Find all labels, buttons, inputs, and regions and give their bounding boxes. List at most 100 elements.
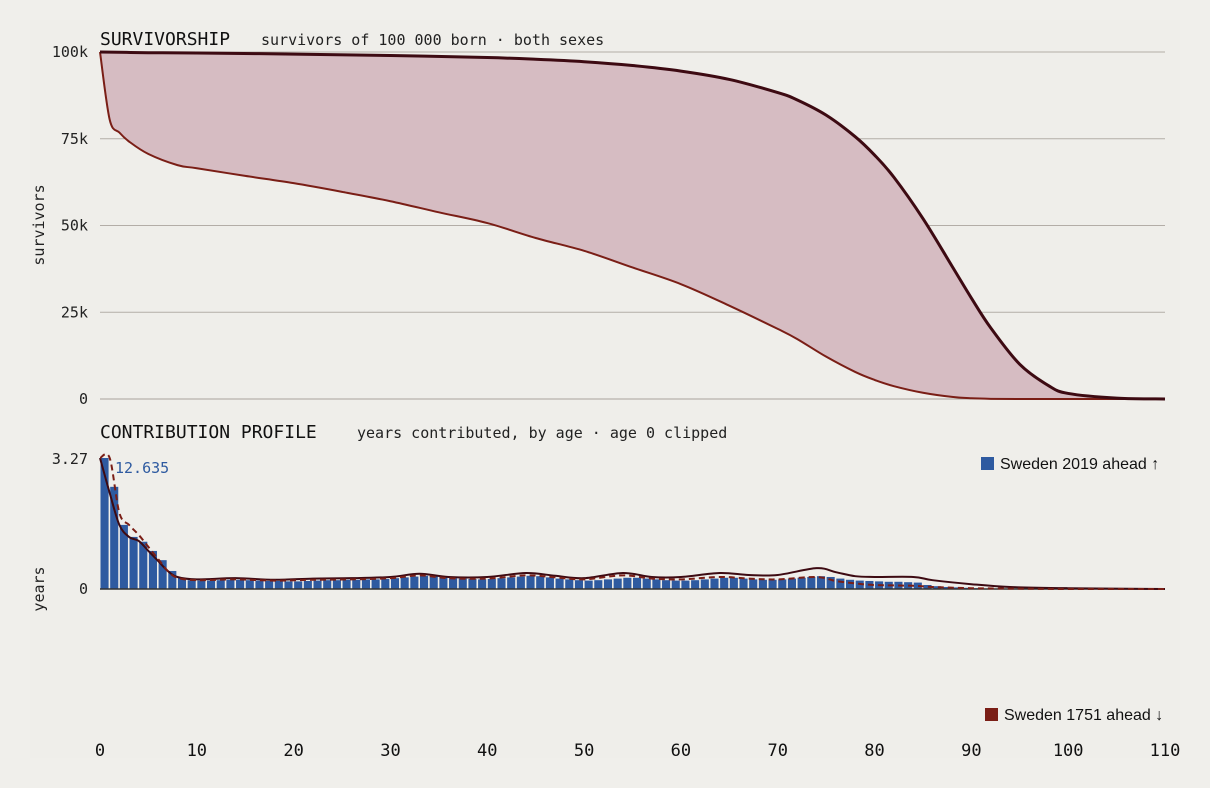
x-tick-label: 60 <box>671 741 691 761</box>
survivorship-subtitle: survivors of 100 000 born · both sexes <box>261 31 604 49</box>
contribution-bar <box>913 582 922 589</box>
contribution-bar <box>274 580 283 589</box>
contribution-bar <box>468 578 477 589</box>
contribution-line-sweden-2019 <box>99 457 1166 590</box>
contribution-bar <box>265 580 274 589</box>
contribution-bar <box>768 579 777 589</box>
contribution-bar <box>168 570 177 589</box>
contribution-bar <box>429 576 438 589</box>
contribution-bar <box>613 578 622 589</box>
x-tick-label: 0 <box>95 741 105 761</box>
contribution-bar <box>187 580 196 589</box>
survivorship-line-sweden-1751 <box>99 51 1165 401</box>
legend-swatch-sweden-2019 <box>981 457 994 470</box>
contribution-bar <box>545 577 554 589</box>
contribution-bar <box>739 578 748 589</box>
contribution-bar <box>526 575 535 589</box>
contribution-bar <box>787 578 796 589</box>
contribution-bar <box>923 584 932 589</box>
survivorship-title: SURVIVORSHIP <box>100 29 230 50</box>
contribution-bar <box>197 580 206 589</box>
contribution-bar <box>352 579 361 589</box>
contribution-bar <box>516 576 525 589</box>
contribution-bar <box>323 580 332 589</box>
survivorship-ytick-label: 0 <box>79 390 88 408</box>
contribution-bar <box>603 579 613 589</box>
contribution-bar <box>294 581 303 589</box>
x-tick-label: 80 <box>864 741 884 761</box>
contribution-bar <box>584 580 593 589</box>
contribution-bar <box>226 579 235 589</box>
contribution-bar <box>933 586 942 589</box>
contribution-bar <box>245 580 254 589</box>
contribution-bar <box>313 580 322 589</box>
contribution-bar <box>303 580 312 589</box>
legend-label-sweden-2019: Sweden 2019 ahead ↑ <box>1000 456 1159 473</box>
contribution-bar <box>236 579 245 589</box>
contribution-bar <box>662 580 671 589</box>
contribution-bar <box>410 576 419 589</box>
contribution-bar <box>623 577 632 589</box>
x-tick-label: 70 <box>767 741 787 761</box>
contribution-ytick-label: 0 <box>79 580 88 598</box>
contribution-bar <box>807 576 816 589</box>
contribution-bar <box>507 577 516 589</box>
contribution-ytick-label: 3.27 <box>52 450 88 468</box>
contribution-ylabel: years <box>30 566 48 611</box>
contribution-bar <box>758 579 767 589</box>
contribution-bar <box>487 578 496 589</box>
contribution-bar <box>207 580 216 589</box>
contribution-bar <box>100 458 109 589</box>
contribution-bar <box>536 576 545 589</box>
contribution-bar <box>439 576 448 589</box>
contribution-bar <box>749 579 758 589</box>
contribution-bar <box>565 579 574 589</box>
legend-label-sweden-1751: Sweden 1751 ahead ↓ <box>1004 707 1163 724</box>
contribution-bar <box>942 586 951 589</box>
contribution-bar <box>216 580 225 589</box>
contribution-bar <box>420 575 429 589</box>
survivorship-ytick-label: 75k <box>61 130 88 148</box>
contribution-bar <box>332 580 341 589</box>
x-tick-label: 90 <box>961 741 981 761</box>
survivorship-ytick-label: 25k <box>61 303 88 321</box>
contribution-bar <box>478 579 487 589</box>
contribution-bar <box>633 577 642 589</box>
contribution-bar <box>458 578 467 589</box>
contribution-bar <box>284 581 293 589</box>
contribution-bar <box>816 576 826 589</box>
x-tick-label: 100 <box>1053 741 1084 761</box>
contribution-title: CONTRIBUTION PROFILE <box>100 422 317 443</box>
x-tick-label: 50 <box>574 741 594 761</box>
contribution-subtitle: years contributed, by age · age 0 clippe… <box>357 424 727 442</box>
survivorship-line-sweden-2019 <box>99 50 1166 401</box>
survivorship-ylabel: survivors <box>30 184 48 265</box>
contribution-bar <box>139 541 148 589</box>
contribution-bar <box>594 580 603 589</box>
contribution-bar <box>826 576 835 589</box>
contribution-bar <box>119 524 128 589</box>
contribution-bar <box>400 577 409 589</box>
x-tick-label: 20 <box>283 741 303 761</box>
contribution-bar <box>700 579 709 589</box>
x-tick-label: 30 <box>380 741 400 761</box>
x-tick-label: 40 <box>477 741 497 761</box>
contribution-bar <box>371 579 380 589</box>
contribution-bar <box>555 578 564 589</box>
contribution-bar <box>652 579 661 589</box>
contribution-bar <box>390 578 400 589</box>
contribution-bar <box>177 577 187 589</box>
contribution-bar <box>381 578 390 589</box>
contribution-bar <box>691 580 700 589</box>
clipped-value-label: 12.635 <box>115 459 169 477</box>
contribution-bar <box>671 580 680 589</box>
survivorship-gap-area <box>100 52 1165 400</box>
contribution-bar <box>342 579 351 589</box>
contribution-bar <box>846 579 855 589</box>
contribution-bar <box>158 560 167 589</box>
contribution-bar <box>729 577 738 589</box>
contribution-bar <box>449 578 458 589</box>
survivorship-ytick-label: 100k <box>52 43 88 61</box>
